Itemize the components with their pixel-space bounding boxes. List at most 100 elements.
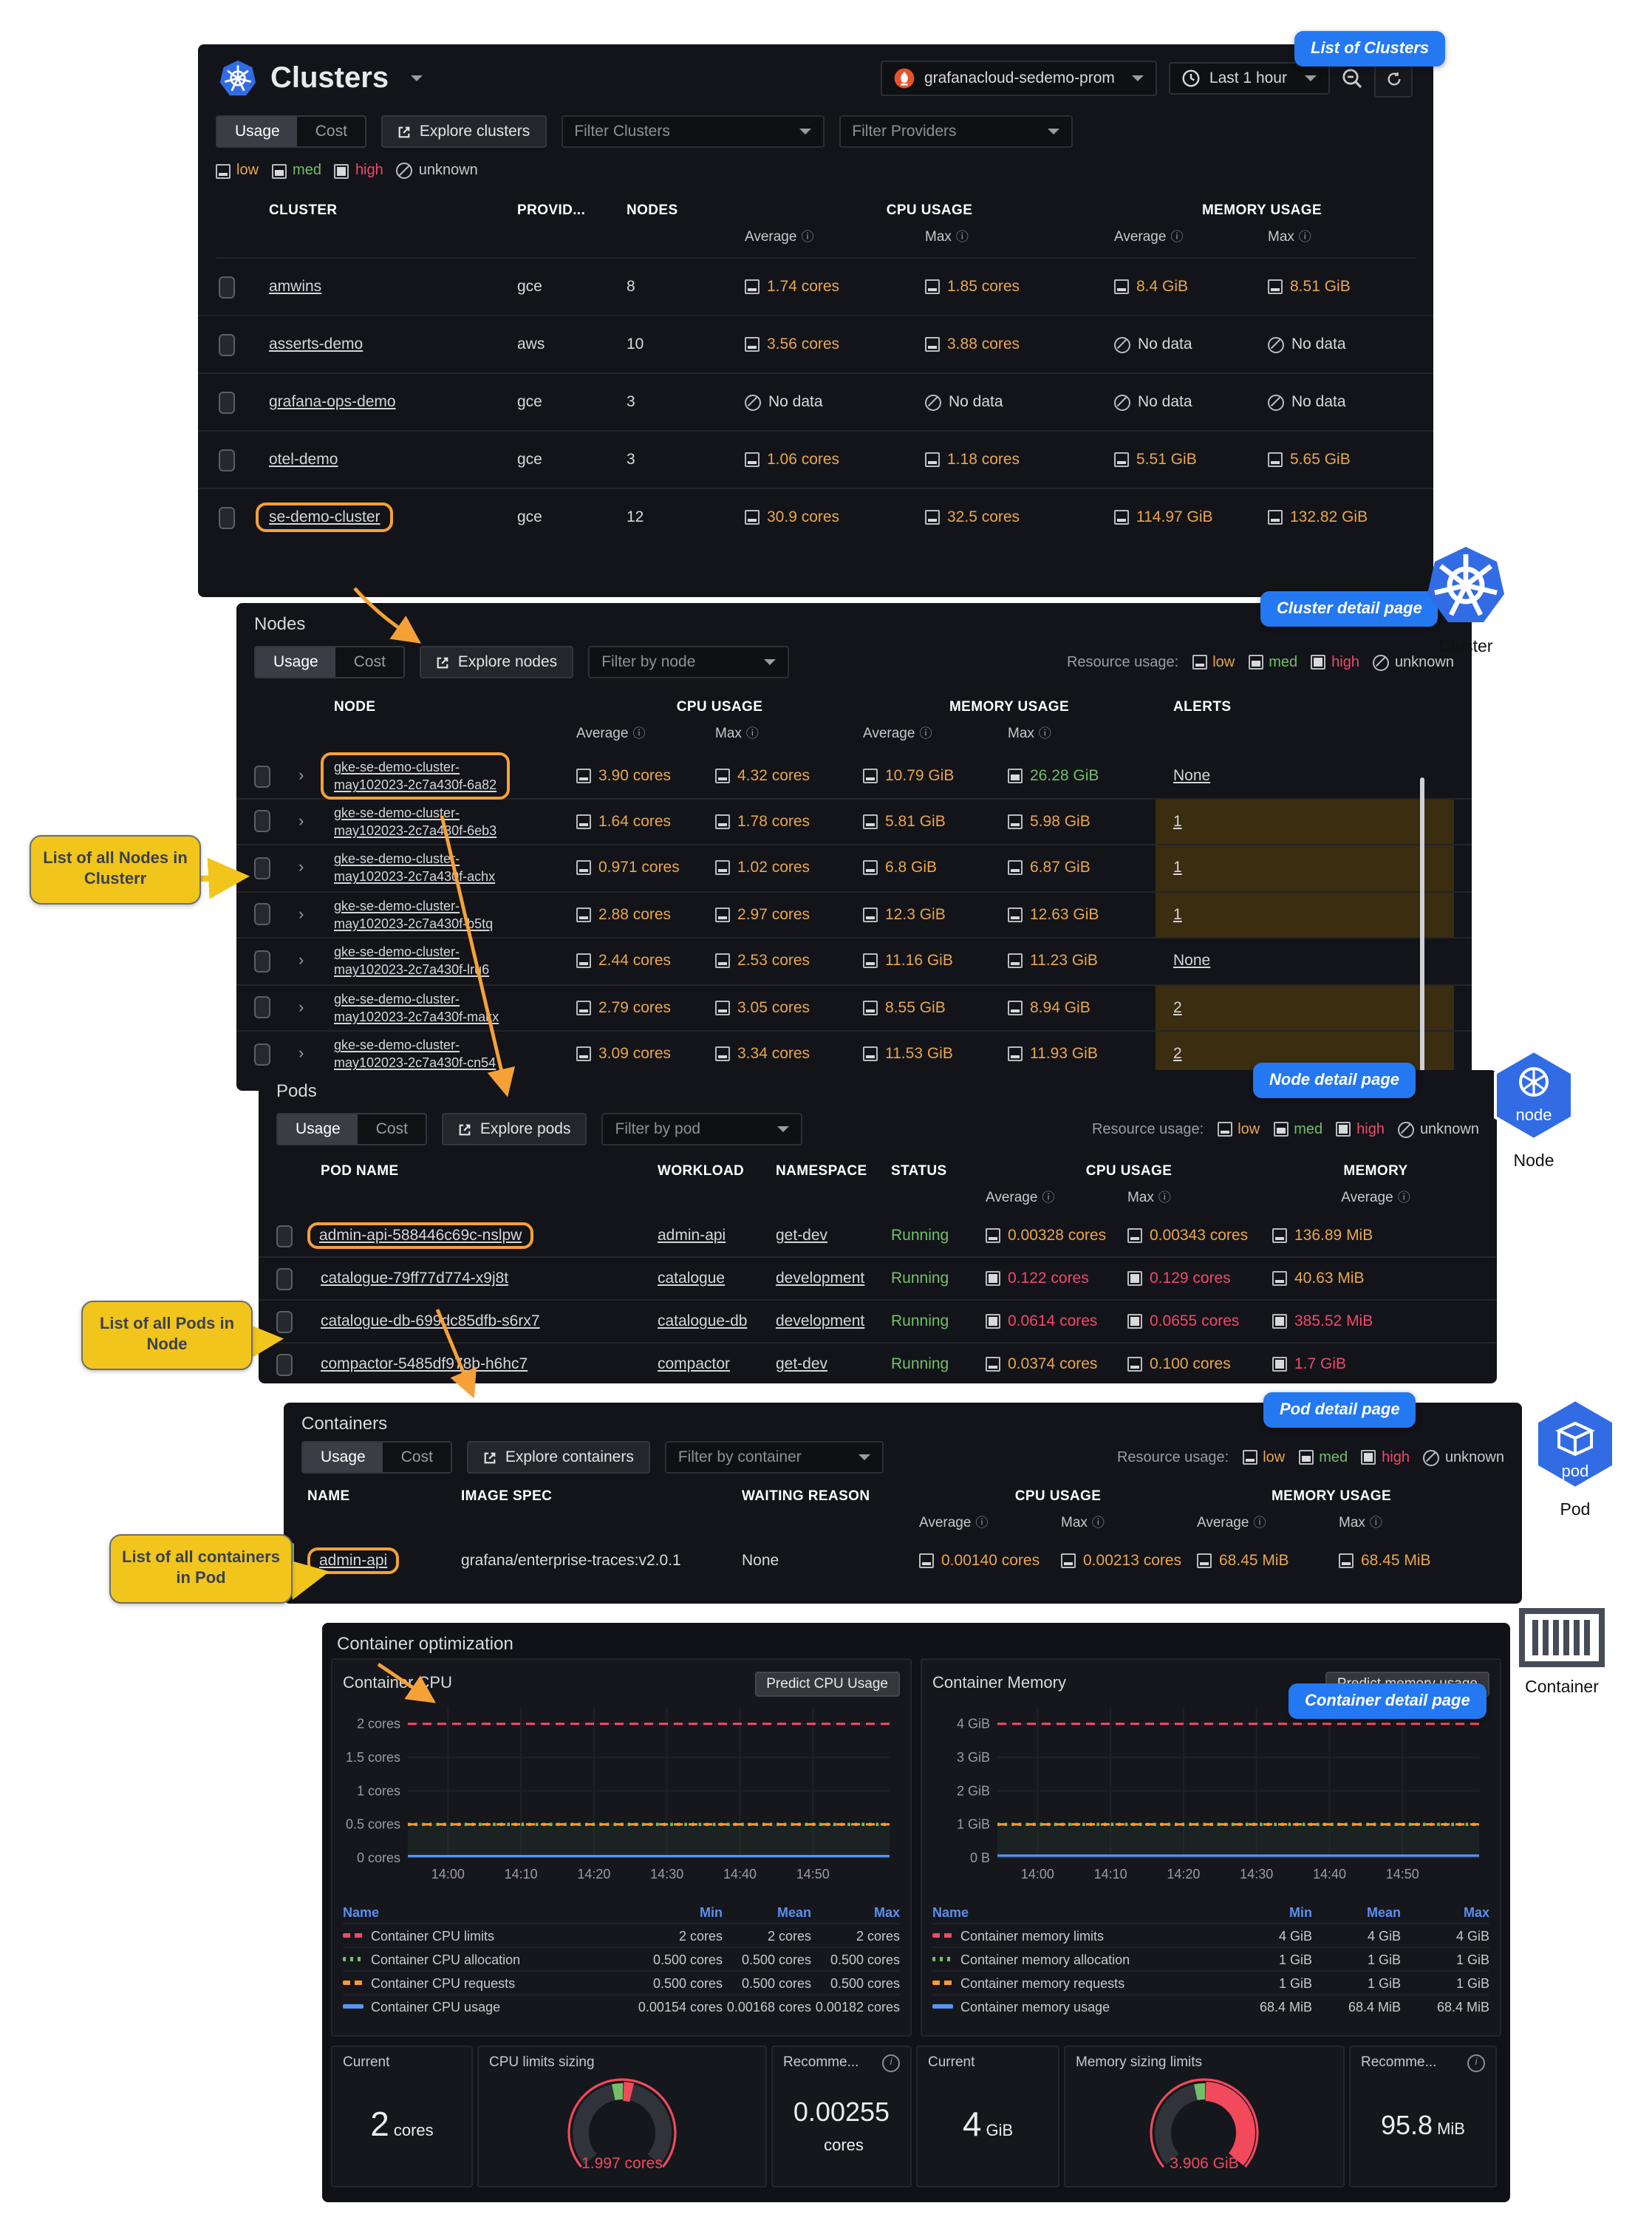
predict-cpu-usage-button[interactable]: Predict CPU Usage [754, 1671, 900, 1696]
subcol-average[interactable]: Average ⓘ [576, 726, 646, 742]
namespace-link[interactable]: development [776, 1270, 865, 1287]
col-nodes[interactable]: NODES [627, 202, 678, 219]
workload-link[interactable]: catalogue [658, 1270, 726, 1287]
pod-link[interactable]: catalogue-79ff77d774-x9j8t [321, 1270, 509, 1287]
col-workload[interactable]: WORKLOAD [658, 1163, 745, 1179]
node-link[interactable]: may102023-2c7a430f-makx [334, 1009, 499, 1024]
tab-cost[interactable]: Cost [353, 653, 386, 671]
workload-link[interactable]: admin-api [658, 1227, 726, 1244]
workload-link[interactable]: compactor [658, 1355, 731, 1373]
explore-nodes-button[interactable]: Explore nodes [419, 646, 574, 678]
expand-chevron-icon[interactable]: › [298, 859, 304, 877]
alert-link[interactable]: 1 [1173, 812, 1182, 831]
legend-col-min[interactable]: Min [700, 1904, 723, 1919]
node-link[interactable]: gke-se-demo-cluster- [334, 898, 460, 913]
node-link[interactable]: gke-se-demo-cluster- [334, 760, 460, 774]
info-icon[interactable]: i [1467, 2054, 1485, 2072]
legend-series-name[interactable]: Container CPU requests [343, 1975, 634, 1990]
subcol-average[interactable]: Average ⓘ [745, 229, 814, 245]
legend-series-name[interactable]: Container CPU limits [343, 1928, 634, 1943]
container-link[interactable]: admin-api [319, 1552, 388, 1570]
expand-chevron-icon[interactable]: › [298, 952, 304, 970]
row-checkbox[interactable] [219, 449, 235, 471]
alert-link[interactable]: 2 [1173, 1045, 1182, 1063]
pod-link[interactable]: admin-api-588446c69c-nslpw [319, 1227, 522, 1244]
explore-containers-button[interactable]: Explore containers [466, 1441, 650, 1474]
workload-link[interactable]: catalogue-db [658, 1312, 748, 1330]
subcol-average[interactable]: Average ⓘ [863, 726, 932, 742]
cluster-link[interactable]: grafana-ops-demo [269, 393, 396, 411]
explore-clusters-button[interactable]: Explore clusters [380, 115, 547, 148]
row-checkbox[interactable] [219, 506, 235, 528]
legend-col-name[interactable]: Name [932, 1904, 969, 1919]
row-checkbox[interactable] [276, 1353, 293, 1375]
col-image-spec[interactable]: IMAGE SPEC [461, 1488, 553, 1505]
cluster-link[interactable]: otel-demo [269, 451, 338, 469]
explore-pods-button[interactable]: Explore pods [441, 1113, 587, 1145]
subcol-average[interactable]: Average ⓘ [1341, 1190, 1410, 1206]
subcol-max[interactable]: Max ⓘ [1008, 726, 1051, 742]
tab-cost[interactable]: Cost [315, 123, 347, 140]
row-checkbox[interactable] [276, 1267, 293, 1290]
alert-link[interactable]: 1 [1173, 859, 1182, 877]
info-icon[interactable]: i [882, 2054, 900, 2072]
subcol-max[interactable]: Max ⓘ [1061, 1515, 1105, 1531]
time-range-picker[interactable]: Last 1 hour [1169, 62, 1330, 95]
node-link[interactable]: gke-se-demo-cluster- [334, 1038, 460, 1053]
legend-col-name[interactable]: Name [343, 1904, 380, 1919]
tab-usage[interactable]: Usage [217, 117, 298, 146]
cluster-link[interactable]: se-demo-cluster [269, 508, 380, 526]
alert-link[interactable]: None [1173, 767, 1211, 786]
filter-by-container-dropdown[interactable]: Filter by container [664, 1441, 884, 1474]
expand-chevron-icon[interactable]: › [298, 812, 304, 831]
col-node[interactable]: NODE [334, 699, 376, 715]
tab-usage[interactable]: Usage [256, 647, 336, 677]
expand-chevron-icon[interactable]: › [298, 998, 304, 1017]
node-link[interactable]: gke-se-demo-cluster- [334, 805, 460, 820]
row-checkbox[interactable] [254, 1043, 270, 1066]
subcol-average[interactable]: Average ⓘ [919, 1515, 989, 1531]
node-link[interactable]: may102023-2c7a430f-lru6 [334, 962, 490, 978]
namespace-link[interactable]: get-dev [776, 1355, 828, 1373]
tab-usage[interactable]: Usage [278, 1114, 358, 1144]
subcol-average[interactable]: Average ⓘ [1114, 229, 1184, 245]
chevron-down-icon[interactable] [411, 75, 423, 81]
col-waiting-reason[interactable]: WAITING REASON [742, 1488, 870, 1505]
subcol-average[interactable]: Average ⓘ [986, 1190, 1055, 1206]
legend-series-name[interactable]: Container CPU usage [343, 1999, 634, 2014]
row-checkbox[interactable] [219, 391, 235, 413]
col-status[interactable]: STATUS [891, 1163, 947, 1179]
subcol-average[interactable]: Average ⓘ [1197, 1515, 1266, 1531]
node-link[interactable]: may102023-2c7a430f-6eb3 [334, 823, 497, 838]
row-checkbox[interactable] [254, 950, 270, 973]
expand-chevron-icon[interactable]: › [298, 767, 304, 786]
node-link[interactable]: gke-se-demo-cluster- [334, 944, 460, 960]
datasource-picker[interactable]: grafanacloud-sedemo-prom [881, 61, 1158, 96]
col-namespace[interactable]: NAMESPACE [776, 1163, 867, 1179]
filter-clusters-dropdown[interactable]: Filter Clusters [561, 115, 825, 148]
row-checkbox[interactable] [276, 1225, 293, 1247]
legend-series-name[interactable]: Container memory allocation [932, 1952, 1223, 1966]
legend-series-name[interactable]: Container memory requests [932, 1975, 1223, 1990]
legend-series-name[interactable]: Container CPU allocation [343, 1952, 634, 1966]
filter-by-pod-dropdown[interactable]: Filter by pod [601, 1113, 803, 1145]
filter-providers-dropdown[interactable]: Filter Providers [839, 115, 1073, 148]
filter-by-node-dropdown[interactable]: Filter by node [588, 646, 790, 678]
subcol-max[interactable]: Max ⓘ [1268, 229, 1311, 245]
tab-cost[interactable]: Cost [375, 1120, 408, 1138]
row-checkbox[interactable] [254, 903, 270, 926]
subcol-max[interactable]: Max ⓘ [715, 726, 759, 742]
col-cluster[interactable]: CLUSTER [269, 202, 338, 219]
col-provider[interactable]: PROVID... [517, 202, 586, 219]
legend-series-name[interactable]: Container memory usage [932, 1999, 1223, 2014]
legend-col-max[interactable]: Max [873, 1904, 900, 1919]
expand-chevron-icon[interactable]: › [298, 1045, 304, 1063]
subcol-max[interactable]: Max ⓘ [925, 229, 969, 245]
expand-chevron-icon[interactable]: › [298, 905, 304, 924]
alert-link[interactable]: None [1173, 952, 1211, 970]
pod-link[interactable]: catalogue-db-699dc85dfb-s6rx7 [321, 1312, 540, 1330]
scrollbar[interactable] [1420, 777, 1424, 1091]
col-alerts[interactable]: ALERTS [1173, 699, 1232, 715]
row-checkbox[interactable] [219, 276, 235, 298]
legend-col-max[interactable]: Max [1463, 1904, 1489, 1919]
